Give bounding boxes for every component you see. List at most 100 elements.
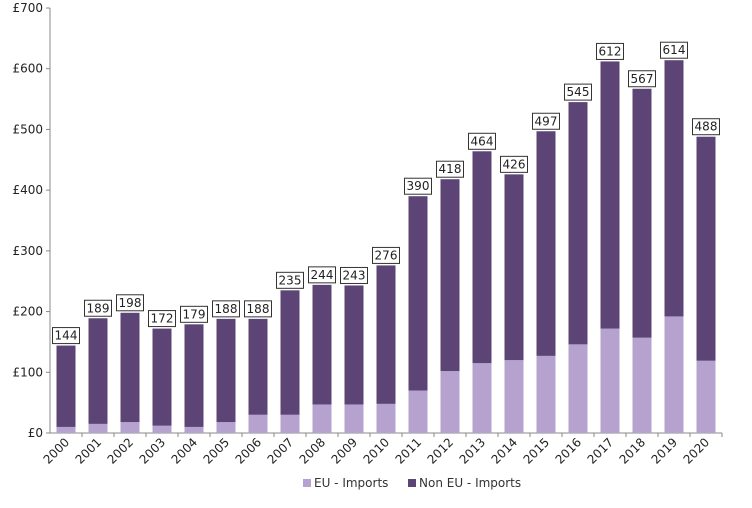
bar-segment-non-eu [152, 328, 172, 426]
data-label-value: 144 [55, 329, 78, 343]
bar-segment-non-eu [568, 102, 588, 345]
data-label-value: 464 [471, 134, 494, 148]
bar-segment-non-eu [504, 174, 524, 361]
bar-segment-non-eu [312, 284, 332, 405]
bar-segment-eu [152, 425, 172, 433]
data-label-value: 418 [439, 162, 462, 176]
data-label-box [404, 177, 432, 195]
x-tick-label: 2006 [233, 435, 264, 466]
x-tick-label: 2019 [649, 435, 680, 466]
bars [56, 60, 716, 433]
bar-segment-eu [120, 422, 140, 433]
x-tick-label: 2017 [585, 435, 616, 466]
data-label: 276 [372, 246, 400, 264]
bar-segment-non-eu [120, 312, 140, 423]
data-label: 614 [660, 41, 688, 59]
data-labels: 144 189 198 172 179 188 188 235 244 243 276 390 418 4… [52, 41, 720, 345]
data-label: 418 [436, 160, 464, 178]
bar-segment-eu [632, 337, 652, 433]
bar-segment-eu [216, 422, 236, 433]
legend-label: Non EU - Imports [419, 476, 521, 490]
data-label: 243 [340, 266, 368, 284]
bar-segment-non-eu [664, 60, 684, 317]
data-label: 464 [468, 132, 496, 150]
bar-segment-non-eu [184, 324, 204, 427]
data-label-value: 426 [503, 157, 526, 171]
bar-segment-eu [408, 390, 428, 433]
data-label-box [244, 300, 272, 318]
bar-segment-eu [248, 414, 268, 433]
bar-segment-eu [600, 328, 620, 433]
data-label-box [212, 300, 240, 318]
x-tick-label: 2004 [169, 435, 200, 466]
bar-segment-eu [472, 363, 492, 433]
x-tick-label: 2002 [105, 435, 136, 466]
data-label-value: 614 [663, 43, 686, 57]
x-tick-label: 2014 [489, 435, 520, 466]
x-tick-label: 2001 [73, 435, 104, 466]
y-tick-label: £0 [28, 426, 43, 440]
y-tick-label: £600 [12, 62, 43, 76]
data-label-value: 172 [151, 312, 174, 326]
data-label: 612 [596, 42, 624, 60]
bar-segment-eu [376, 403, 396, 433]
data-label-box [596, 42, 624, 60]
x-tick-label: 2016 [553, 435, 584, 466]
data-label-box [692, 118, 720, 136]
data-label-value: 488 [695, 120, 718, 134]
data-label: 188 [212, 300, 240, 318]
data-label-box [276, 271, 304, 289]
x-tick-label: 2018 [617, 435, 648, 466]
x-tick-label: 2012 [425, 435, 456, 466]
data-label: 235 [276, 271, 304, 289]
data-label-value: 390 [407, 179, 430, 193]
x-tick-label: 2003 [137, 435, 168, 466]
bar-segment-non-eu [248, 318, 268, 415]
bar-segment-non-eu [536, 131, 556, 356]
bar-segment-eu [56, 426, 76, 433]
x-tick-label: 2005 [201, 435, 232, 466]
data-label-value: 235 [279, 273, 302, 287]
bar-segment-eu [344, 404, 364, 433]
data-label-box [372, 246, 400, 264]
data-label: 390 [404, 177, 432, 195]
data-label: 426 [500, 155, 528, 173]
data-label: 497 [532, 112, 560, 130]
y-tick-label: £500 [12, 122, 43, 136]
data-label-box [84, 299, 112, 317]
bar-segment-eu [696, 360, 716, 433]
data-label-value: 189 [87, 301, 110, 315]
data-label: 567 [628, 70, 656, 88]
x-tick-label: 2011 [393, 435, 424, 466]
x-tick-label: 2015 [521, 435, 552, 466]
data-label-value: 612 [599, 44, 622, 58]
data-label-box [500, 155, 528, 173]
data-label-box [148, 310, 176, 328]
data-label-value: 545 [567, 85, 590, 99]
y-tick-label: £400 [12, 183, 43, 197]
y-tick-label: £100 [12, 365, 43, 379]
data-label-box [436, 160, 464, 178]
y-tick-label: £700 [12, 1, 43, 15]
bar-segment-non-eu [216, 318, 236, 423]
data-label-box [532, 112, 560, 130]
data-label-box [340, 266, 368, 284]
data-label-box [180, 305, 208, 323]
bar-segment-non-eu [344, 285, 364, 405]
bar-segment-non-eu [280, 290, 300, 415]
data-label-value: 567 [631, 72, 654, 86]
bar-segment-eu [88, 423, 108, 433]
bar-segment-non-eu [696, 136, 716, 361]
bar-segment-non-eu [408, 196, 428, 391]
data-label: 244 [308, 266, 336, 284]
data-label-value: 188 [215, 302, 238, 316]
bar-segment-non-eu [88, 318, 108, 424]
data-label-value: 244 [311, 268, 334, 282]
x-tick-label: 2010 [361, 435, 392, 466]
bar-segment-eu [280, 414, 300, 433]
data-label: 172 [148, 310, 176, 328]
legend-swatch [408, 479, 416, 487]
data-label-value: 179 [183, 307, 206, 321]
